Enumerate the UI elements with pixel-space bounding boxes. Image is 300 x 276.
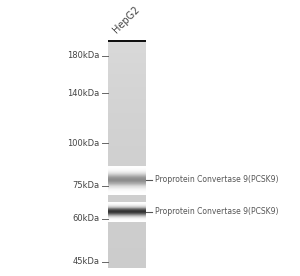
Text: HepG2: HepG2 xyxy=(111,4,142,35)
Text: 100kDa: 100kDa xyxy=(67,139,99,148)
Text: 75kDa: 75kDa xyxy=(72,181,99,190)
Text: Proprotein Convertase 9(PCSK9): Proprotein Convertase 9(PCSK9) xyxy=(154,176,278,184)
Text: 45kDa: 45kDa xyxy=(72,257,99,266)
Text: Proprotein Convertase 9(PCSK9): Proprotein Convertase 9(PCSK9) xyxy=(154,207,278,216)
Text: 140kDa: 140kDa xyxy=(67,89,99,98)
Text: 180kDa: 180kDa xyxy=(67,51,99,60)
Text: 60kDa: 60kDa xyxy=(72,214,99,223)
